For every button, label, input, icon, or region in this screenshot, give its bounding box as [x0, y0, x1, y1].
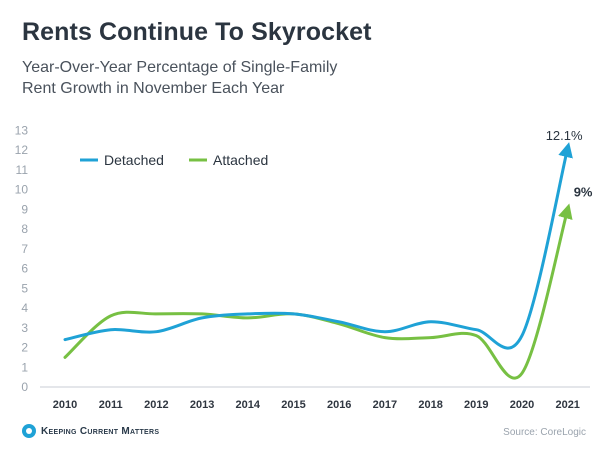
y-tick-label: 10: [15, 183, 29, 197]
y-tick-label: 5: [21, 281, 28, 295]
y-tick-label: 12: [15, 143, 29, 157]
legend-label-detached: Detached: [104, 152, 164, 168]
data-label-attached: 9%: [574, 184, 593, 199]
subtitle-line-1: Year-Over-Year Percentage of Single-Fami…: [22, 59, 338, 76]
x-tick-label: 2011: [99, 399, 123, 411]
y-tick-label: 8: [21, 222, 28, 236]
brand-logo: Keeping Current Matters: [22, 424, 159, 438]
y-tick-label: 3: [21, 321, 28, 335]
source-note: Source: CoreLogic: [503, 427, 586, 438]
kcm-logo-icon: [22, 424, 36, 438]
y-tick-label: 4: [21, 301, 28, 315]
legend-label-attached: Attached: [213, 152, 268, 168]
y-tick-label: 0: [21, 380, 28, 394]
series-line-detached: [63, 142, 573, 350]
y-tick-label: 13: [15, 123, 29, 137]
data-label-detached: 12.1%: [546, 128, 583, 143]
x-tick-label: 2014: [236, 399, 261, 411]
y-tick-label: 6: [21, 262, 28, 276]
series-layer: 9% 12.1%: [63, 128, 593, 380]
x-tick-label: 2019: [464, 399, 488, 411]
x-axis: 2010 2011 2012 2013 2014 2015 2016 2017 2018 2019…: [40, 386, 590, 411]
y-tick-label: 7: [21, 242, 28, 256]
chart-legend: Detached Attached: [80, 152, 268, 168]
x-tick-label: 2012: [144, 399, 168, 411]
y-tick-label: 9: [21, 202, 28, 216]
chart-subtitle: Year-Over-Year Percentage of Single-Fami…: [22, 57, 442, 99]
x-tick-label: 2016: [327, 399, 351, 411]
brand-name: Keeping Current Matters: [41, 425, 160, 437]
series-line-attached: [63, 203, 573, 380]
x-tick-label: 2015: [281, 399, 305, 411]
y-tick-label: 11: [16, 163, 29, 177]
chart-title: Rents Continue To Skyrocket: [22, 18, 372, 46]
x-tick-label: 2010: [53, 399, 77, 411]
y-tick-label: 1: [21, 360, 28, 374]
x-tick-label: 2013: [190, 399, 214, 411]
subtitle-line-2: Rent Growth in November Each Year: [22, 80, 285, 97]
x-tick-label: 2018: [418, 399, 442, 411]
x-tick-label: 2021: [555, 399, 579, 411]
y-tick-label: 2: [21, 341, 28, 355]
x-tick-label: 2017: [373, 399, 397, 411]
x-tick-label: 2020: [510, 399, 534, 411]
